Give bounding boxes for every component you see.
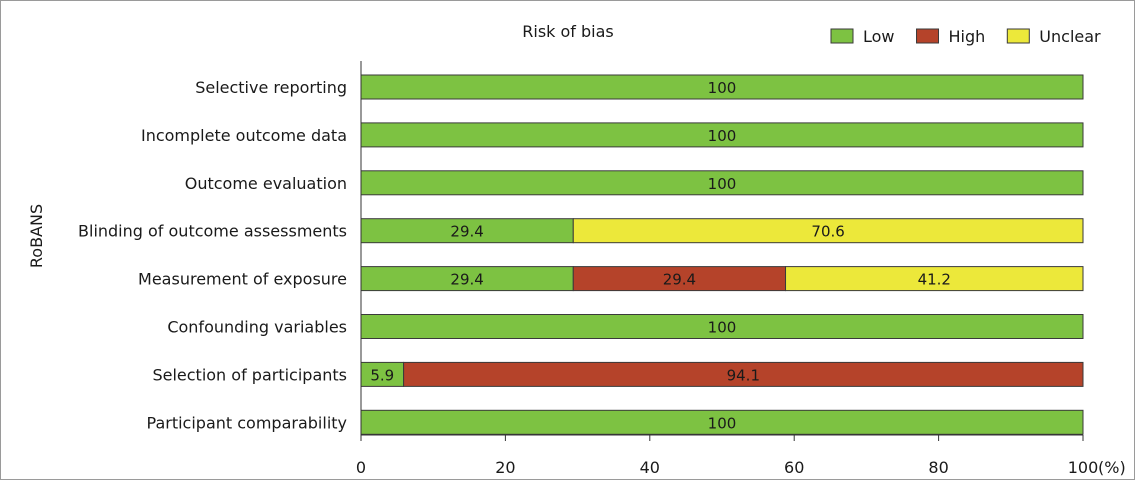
category-label-selective-reporting: Selective reporting [195, 78, 347, 97]
bar-incomplete-outcome-data-low [360, 122, 1084, 148]
bar-selection-of-participants-high [403, 361, 1084, 387]
legend-swatch-high [916, 28, 940, 44]
data-label-confounding-variables-low: 100 [708, 319, 737, 337]
data-label-blinding-of-outcome-assessments-low: 29.4 [450, 223, 483, 241]
x-tick-label-20: 20 [495, 458, 515, 477]
data-label-participant-comparability-low: 100 [708, 414, 737, 432]
data-label-measurement-of-exposure-unclear: 41.2 [918, 271, 951, 289]
category-label-blinding-of-outcome-assessments: Blinding of outcome assessments [78, 222, 347, 241]
legend-label-low: Low [863, 27, 895, 46]
category-labels: Selective reporting Incomplete outcome da… [78, 78, 347, 432]
bar-participant-comparability-low [360, 409, 1084, 435]
data-label-measurement-of-exposure-high: 29.4 [663, 271, 696, 289]
category-label-outcome-evaluation: Outcome evaluation [185, 174, 347, 193]
legend: Low High Unclear [830, 27, 1101, 46]
data-label-selective-reporting-low: 100 [708, 79, 737, 97]
x-tick-label-80: 80 [928, 458, 948, 477]
legend-label-high: High [949, 27, 986, 46]
category-label-selection-of-participants: Selection of participants [152, 365, 347, 384]
bar-selective-reporting-low [360, 74, 1084, 100]
x-tick-label-40: 40 [640, 458, 660, 477]
data-label-measurement-of-exposure-low: 29.4 [450, 271, 483, 289]
x-tick-label-0: 0 [356, 458, 366, 477]
x-tick-label-60: 60 [784, 458, 804, 477]
x-axis: 0 20 40 60 80 100 [356, 61, 1098, 477]
x-tick-label-100: 100 [1068, 458, 1099, 477]
data-label-outcome-evaluation-low: 100 [708, 175, 737, 193]
category-label-confounding-variables: Confounding variables [167, 318, 347, 337]
legend-swatch-unclear [1006, 28, 1030, 44]
data-label-incomplete-outcome-data-low: 100 [708, 127, 737, 145]
category-label-participant-comparability: Participant comparability [147, 413, 347, 432]
bar-measurement-of-exposure-unclear [785, 266, 1084, 292]
x-axis-unit: (%) [1098, 458, 1126, 477]
data-labels: 100 100 100 29.4 70.6 29.4 29.4 41.2 100 5.9 94.1 1… [370, 79, 951, 432]
data-label-selection-of-participants-low: 5.9 [370, 366, 394, 384]
bar-measurement-of-exposure-high [572, 266, 787, 292]
bar-blinding-of-outcome-assessments-unclear [572, 218, 1084, 244]
bar-group [360, 74, 1084, 435]
bar-outcome-evaluation-low [360, 170, 1084, 196]
legend-swatch-low [830, 28, 854, 44]
legend-label-unclear: Unclear [1039, 27, 1101, 46]
data-label-blinding-of-outcome-assessments-unclear: 70.6 [811, 223, 844, 241]
category-label-incomplete-outcome-data: Incomplete outcome data [141, 126, 347, 145]
category-label-measurement-of-exposure: Measurement of exposure [138, 270, 347, 289]
chart-title: Risk of bias [522, 22, 614, 41]
data-label-selection-of-participants-high: 94.1 [727, 366, 760, 384]
y-axis-label: RoBANS [27, 204, 46, 268]
